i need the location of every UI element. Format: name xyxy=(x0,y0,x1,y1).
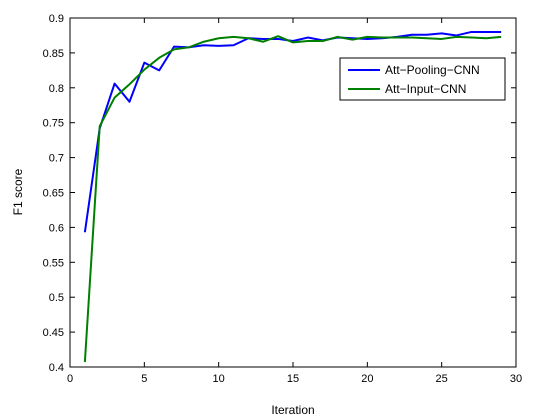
axis-ticks: 0 5 10 15 20 25 30 0.4 0.45 0.5 0.55 0.6 0.65 0.7 0.75… xyxy=(43,13,523,385)
y-tick-label: 0.65 xyxy=(43,188,64,200)
x-tick-label: 25 xyxy=(436,373,448,385)
y-tick-label: 0.9 xyxy=(49,13,64,25)
legend-label-input: Att−Input−CNN xyxy=(385,82,466,96)
y-tick-label: 0.8 xyxy=(49,83,64,95)
series-lines xyxy=(83,30,502,363)
x-tick-label: 0 xyxy=(67,373,73,385)
series-line-0 xyxy=(83,30,502,233)
x-tick-label: 5 xyxy=(141,373,147,385)
y-tick-label: 0.5 xyxy=(49,292,64,304)
x-tick-label: 15 xyxy=(287,373,299,385)
y-axis-title: F1 score xyxy=(11,168,25,215)
y-tick-label: 0.75 xyxy=(43,118,64,130)
legend-box xyxy=(339,57,506,101)
y-tick-label: 0.4 xyxy=(49,362,64,374)
y-tick-label: 0.6 xyxy=(49,222,64,234)
x-tick-label: 10 xyxy=(213,373,225,385)
legend: Att−Pooling−CNN Att−Input−CNN xyxy=(339,57,506,101)
y-tick-label: 0.55 xyxy=(43,257,64,269)
x-tick-label: 30 xyxy=(510,373,522,385)
y-tick-label: 0.45 xyxy=(43,327,64,339)
series-line-1 xyxy=(83,35,502,363)
y-tick-label: 0.7 xyxy=(49,153,64,165)
y-tick-label: 0.85 xyxy=(43,48,64,60)
x-axis-title: Iteration xyxy=(271,403,314,417)
legend-label-pooling: Att−Pooling−CNN xyxy=(385,63,480,77)
x-tick-label: 20 xyxy=(361,373,373,385)
